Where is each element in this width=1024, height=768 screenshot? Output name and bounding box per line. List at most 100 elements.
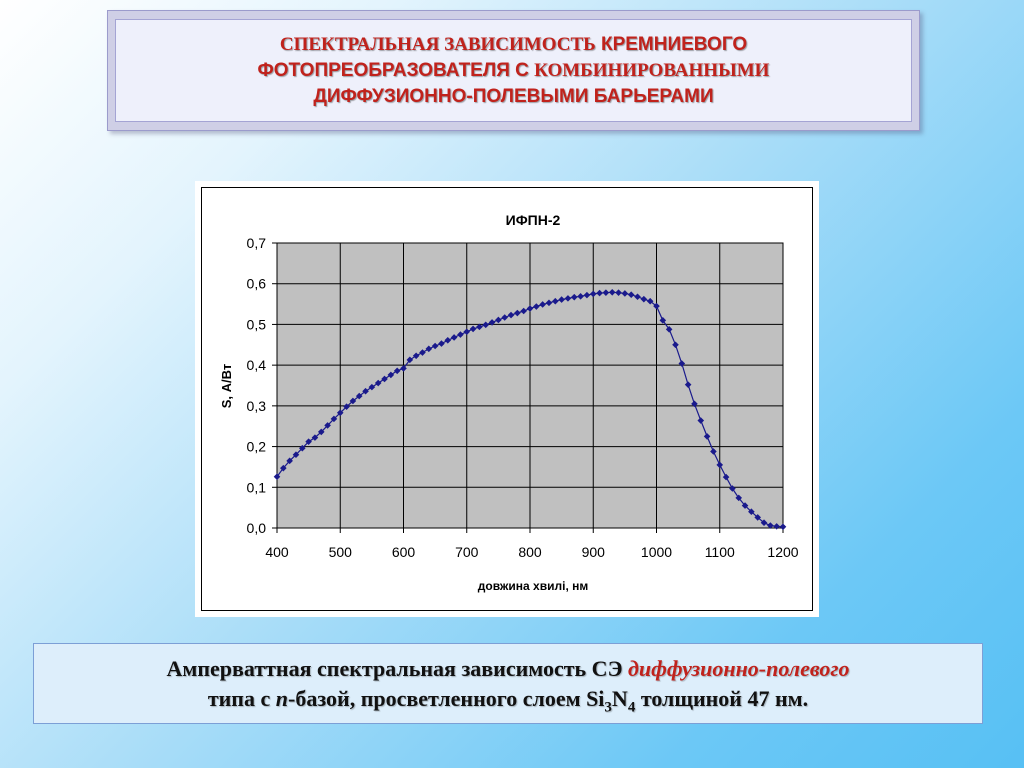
title-line-2-part-a: ФОТОПРЕОБРАЗОВАТЕЛЯ С — [257, 59, 529, 81]
caption-part-1: Амперваттная спектральная зависимость СЭ — [166, 655, 623, 681]
data-point — [362, 387, 369, 395]
title-line-2: ФОТОПРЕОБРАЗОВАТЕЛЯ С КОМБИНИРОВАННЫМИ — [258, 58, 770, 84]
caption-line-2: типа с n-базой, просветленного слоем Si3… — [207, 684, 809, 715]
data-point — [457, 331, 464, 338]
x-tick-label: 800 — [518, 544, 542, 560]
x-tick-label: 700 — [455, 544, 479, 560]
data-point — [608, 288, 616, 296]
data-point — [343, 403, 350, 410]
data-point — [564, 295, 572, 302]
data-point — [482, 321, 490, 329]
x-tick-label: 1000 — [641, 544, 672, 560]
data-point — [292, 451, 300, 459]
data-point — [583, 291, 591, 299]
y-axis-label: S, А/Вт — [219, 364, 234, 408]
y-tick-label: 0,3 — [247, 398, 267, 414]
data-point — [773, 523, 780, 530]
data-point — [463, 328, 471, 336]
data-point — [760, 519, 768, 527]
y-tick-label: 0,7 — [247, 235, 267, 251]
data-point — [406, 356, 414, 364]
data-point — [387, 371, 395, 379]
chart-area: 400 500 600 700 800 900 1000 1100 1200 0,0 0,1 0,2 0… — [201, 187, 813, 611]
title-line-1-part-b: КРЕМНИЕВОГО — [600, 33, 748, 55]
chart-frame: 400 500 600 700 800 900 1000 1100 1200 0,0 0,1 0,2 0… — [195, 181, 819, 617]
data-point — [691, 400, 698, 408]
data-point — [286, 457, 293, 465]
data-point — [355, 392, 363, 400]
caption-part-5: толщиной 47 нм. — [640, 685, 809, 711]
caption-sub-1: 3 — [604, 698, 612, 715]
x-tick-label: 1100 — [705, 544, 735, 560]
data-point — [684, 381, 692, 388]
data-point — [311, 434, 319, 441]
data-point — [627, 291, 635, 299]
data-point — [722, 473, 730, 481]
y-tick-label: 0,0 — [247, 520, 267, 536]
data-point — [393, 367, 401, 375]
data-point — [748, 508, 755, 516]
slide-title-box: СПЕКТРАЛЬНАЯ ЗАВИСИМОСТЬ КРЕМНИЕВОГО ФОТ… — [107, 10, 920, 131]
data-point — [678, 360, 686, 367]
data-point — [672, 341, 679, 349]
y-tick-label: 0,5 — [247, 316, 267, 332]
caption-sub-2: 4 — [627, 698, 636, 715]
data-point — [533, 303, 540, 310]
title-line-1: СПЕКТРАЛЬНАЯ ЗАВИСИМОСТЬ КРЕМНИЕВОГО — [280, 32, 747, 58]
data-point — [374, 379, 382, 387]
chart-title: ИФПН-2 — [506, 212, 561, 228]
data-point — [703, 433, 711, 440]
x-tick-label: 500 — [329, 544, 353, 560]
data-point — [779, 523, 787, 531]
data-point — [495, 316, 502, 324]
data-point — [710, 448, 717, 455]
data-point — [697, 417, 705, 424]
data-point — [273, 473, 281, 480]
caption-box: Амперваттная спектральная зависимость СЭ… — [33, 643, 983, 724]
data-point — [754, 514, 761, 521]
data-point — [646, 297, 654, 305]
y-tick-label: 0,6 — [247, 276, 267, 292]
data-point — [349, 397, 357, 405]
data-point — [336, 409, 344, 417]
x-tick-label: 600 — [392, 544, 416, 560]
data-point — [469, 325, 477, 333]
data-point — [488, 319, 496, 326]
data-point — [425, 345, 433, 353]
x-tick-label: 900 — [582, 544, 606, 560]
data-point — [615, 289, 622, 296]
y-tick-label: 0,4 — [247, 357, 267, 373]
data-point — [741, 502, 749, 509]
data-point — [659, 317, 667, 324]
title-line-2-part-b: КОМБИНИРОВАННЫМИ — [534, 59, 770, 81]
caption-line-1: Амперваттная спектральная зависимость СЭ… — [166, 654, 849, 684]
data-point — [412, 352, 420, 360]
data-point — [514, 309, 521, 317]
x-tick-label: 1200 — [767, 544, 798, 560]
title-line-1-part-a: СПЕКТРАЛЬНАЯ ЗАВИСИМОСТЬ — [279, 33, 596, 55]
caption-part-2: типа с — [207, 685, 271, 711]
caption-part-4: N — [611, 685, 628, 711]
data-point — [305, 438, 312, 445]
data-point — [400, 365, 407, 372]
data-point — [444, 337, 452, 344]
data-point — [368, 383, 376, 391]
caption-n-letter: n — [275, 685, 289, 711]
title-line-3: ДИФФУЗИОННО-ПОЛЕВЫМИ БАРЬЕРАМИ — [313, 85, 714, 107]
data-point — [431, 342, 439, 350]
data-point — [438, 340, 445, 347]
data-point — [735, 494, 743, 502]
data-point — [716, 461, 724, 469]
data-point — [381, 375, 388, 383]
data-point — [450, 334, 458, 341]
slide-title: СПЕКТРАЛЬНАЯ ЗАВИСИМОСТЬ КРЕМНИЕВОГО ФОТ… — [115, 19, 912, 122]
caption-accent: диффузионно-полевого — [628, 655, 850, 681]
data-point — [539, 301, 546, 308]
y-tick-label: 0,2 — [247, 439, 267, 455]
y-tick-label: 0,1 — [247, 479, 267, 495]
caption-part-3: -базой, просветленного слоем Si — [288, 685, 605, 711]
chart-svg: 400 500 600 700 800 900 1000 1100 1200 0,0 0,1 0,2 0… — [219, 212, 799, 593]
x-tick-label: 400 — [265, 544, 289, 560]
data-point — [729, 485, 736, 492]
data-point — [520, 307, 527, 315]
